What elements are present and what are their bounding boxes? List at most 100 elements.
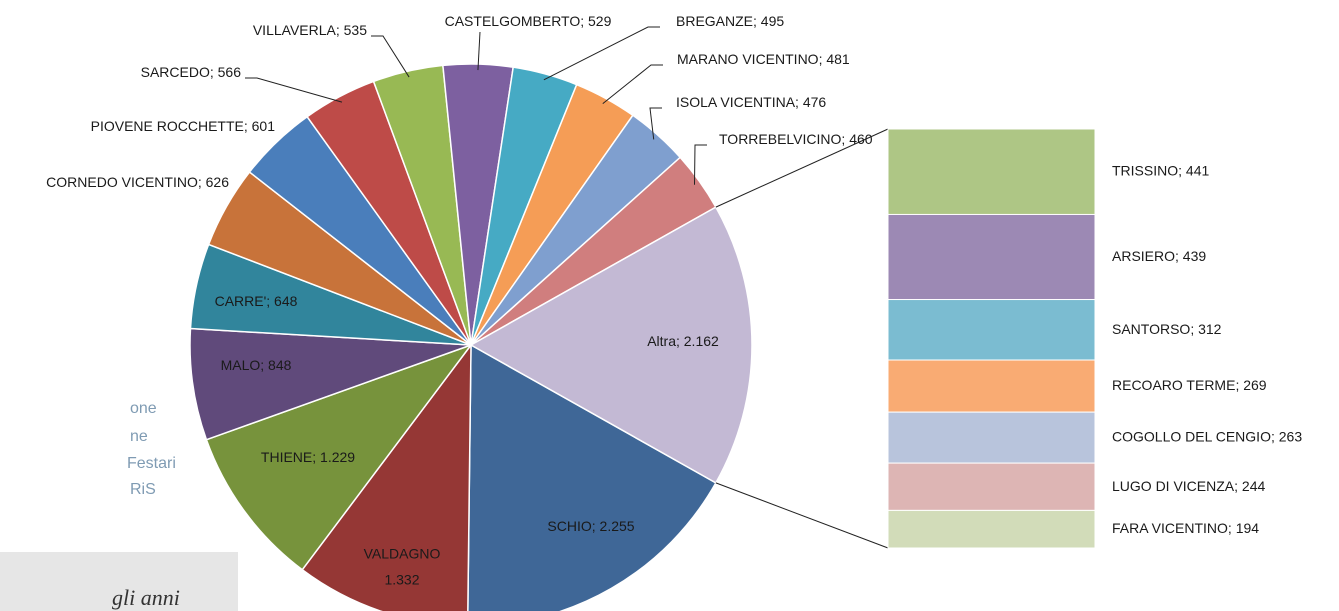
- label-value: 439: [1183, 248, 1207, 264]
- leader-line: [245, 77, 343, 103]
- label-value: 626: [206, 174, 230, 190]
- label-category: FARA VICENTINO: [1112, 520, 1228, 536]
- label-category: CARRE': [215, 293, 267, 309]
- label-value: 441: [1186, 162, 1210, 178]
- pie-slice: [205, 343, 474, 571]
- label-separator: ;: [1228, 520, 1236, 536]
- leader-line: [649, 107, 662, 140]
- label-category: PIOVENE ROCCHETTE: [91, 118, 244, 134]
- data-label: CORNEDO VICENTINO; 626: [46, 174, 229, 190]
- label-category: VILLAVERLA: [253, 22, 337, 38]
- data-label: PIOVENE ROCCHETTE; 601: [91, 118, 276, 134]
- data-label: SARCEDO; 566: [141, 64, 242, 80]
- label-value: 460: [849, 131, 873, 147]
- label-category: RECOARO TERME: [1112, 377, 1235, 393]
- label-category: TRISSINO: [1112, 162, 1178, 178]
- label-separator: ;: [1234, 477, 1242, 493]
- connector-line: [715, 482, 889, 549]
- data-label: 1.332: [384, 572, 419, 588]
- label-category: TORREBELVICINO: [719, 131, 842, 147]
- label-category: BREGANZE: [676, 13, 753, 29]
- label-separator: ;: [676, 333, 684, 349]
- leader-line: [693, 144, 707, 185]
- data-label: VILLAVERLA; 535: [253, 22, 367, 38]
- bar-segment: [887, 128, 1096, 215]
- label-value: 2.255: [600, 518, 635, 534]
- leader-line: [602, 64, 663, 105]
- data-label: ISOLA VICENTINA; 476: [676, 94, 826, 110]
- label-separator: ;: [244, 118, 252, 134]
- label-category: CASTELGOMBERTO: [445, 13, 581, 29]
- label-value: 529: [588, 13, 612, 29]
- data-label: MALO; 848: [221, 357, 292, 373]
- connector-line: [715, 128, 889, 208]
- data-label: ARSIERO; 439: [1112, 248, 1206, 264]
- bar-segment: [887, 462, 1096, 511]
- label-category: SANTORSO: [1112, 320, 1190, 336]
- label-value: 535: [344, 22, 368, 38]
- label-separator: ;: [841, 131, 849, 147]
- label-value: 2.162: [684, 333, 719, 349]
- data-label: MARANO VICENTINO; 481: [677, 51, 850, 67]
- label-value: 1.229: [320, 449, 355, 465]
- label-separator: ;: [1235, 377, 1243, 393]
- background-text: one: [130, 400, 157, 417]
- background-panel: [0, 552, 238, 611]
- label-separator: ;: [266, 293, 274, 309]
- label-category: ARSIERO: [1112, 248, 1175, 264]
- label-value: 648: [274, 293, 298, 309]
- label-separator: ;: [1178, 162, 1186, 178]
- label-value: 263: [1279, 428, 1303, 444]
- label-category: MALO: [221, 357, 261, 373]
- label-separator: ;: [198, 174, 206, 190]
- label-value: 269: [1243, 377, 1267, 393]
- data-label: CASTELGOMBERTO; 529: [445, 13, 612, 29]
- data-label: LUGO DI VICENZA; 244: [1112, 477, 1265, 493]
- label-separator: ;: [1190, 320, 1198, 336]
- label-separator: ;: [260, 357, 268, 373]
- label-category: CORNEDO VICENTINO: [46, 174, 198, 190]
- data-label: BREGANZE; 495: [676, 13, 784, 29]
- label-separator: ;: [210, 64, 218, 80]
- label-separator: ;: [312, 449, 320, 465]
- background-text: RiS: [130, 481, 156, 498]
- data-label: Altra; 2.162: [647, 333, 719, 349]
- background-text: Festari: [127, 455, 176, 472]
- label-category: SCHIO: [547, 518, 591, 534]
- data-label: SCHIO; 2.255: [547, 518, 634, 534]
- label-separator: ;: [795, 94, 803, 110]
- label-category: MARANO VICENTINO: [677, 51, 819, 67]
- leader-line: [371, 35, 410, 78]
- pie-slice: [467, 343, 717, 611]
- background-text: gli anni: [112, 585, 180, 610]
- data-label: RECOARO TERME; 269: [1112, 377, 1267, 393]
- label-category: SARCEDO: [141, 64, 210, 80]
- label-category: COGOLLO DEL CENGIO: [1112, 428, 1271, 444]
- label-category: Altra: [647, 333, 676, 349]
- label-separator: ;: [580, 13, 588, 29]
- bar-segment: [887, 359, 1096, 413]
- bar-segment: [887, 213, 1096, 301]
- data-label: TORREBELVICINO; 460: [719, 131, 873, 147]
- background-text: ne: [130, 428, 148, 445]
- pie-slice: [469, 206, 753, 484]
- data-label: SANTORSO; 312: [1112, 320, 1222, 336]
- label-value: 194: [1236, 520, 1260, 536]
- label-value: 495: [761, 13, 785, 29]
- label-category: LUGO DI VICENZA: [1112, 477, 1235, 493]
- label-value: 312: [1198, 320, 1222, 336]
- pie-slice: [189, 327, 472, 441]
- label-separator: ;: [819, 51, 827, 67]
- label-value: 244: [1242, 477, 1266, 493]
- label-category: ISOLA VICENTINA: [676, 94, 796, 110]
- leader-line: [477, 31, 481, 71]
- data-label: FARA VICENTINO; 194: [1112, 520, 1259, 536]
- leader-line: [543, 26, 660, 81]
- label-separator: ;: [1271, 428, 1279, 444]
- label-value: 476: [803, 94, 827, 110]
- label-category: THIENE: [261, 449, 312, 465]
- label-value: 601: [252, 118, 276, 134]
- data-label: CARRE'; 648: [215, 293, 298, 309]
- label-value: 848: [268, 357, 292, 373]
